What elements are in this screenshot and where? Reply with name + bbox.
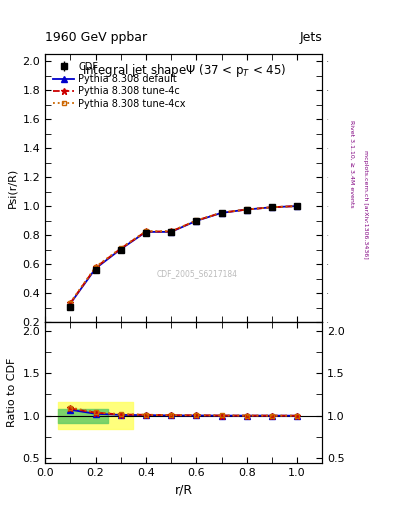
Pythia 8.308 tune-4c (219, 210, 224, 216)
Pythia 8.308 default (143, 229, 148, 235)
Pythia 8.308 default (270, 204, 274, 210)
Pythia 8.308 tune-4c (143, 228, 148, 234)
Pythia 8.308 default (169, 229, 173, 235)
Pythia 8.308 tune-4cx (244, 206, 249, 212)
Pythia 8.308 tune-4cx (93, 264, 98, 270)
Text: mcplots.cern.ch [arXiv:1306.3436]: mcplots.cern.ch [arXiv:1306.3436] (363, 151, 368, 259)
Line: Pythia 8.308 tune-4cx: Pythia 8.308 tune-4cx (68, 204, 299, 305)
Pythia 8.308 tune-4cx (194, 218, 199, 224)
Pythia 8.308 default (219, 210, 224, 216)
Line: Pythia 8.308 tune-4c: Pythia 8.308 tune-4c (67, 203, 301, 307)
Pythia 8.308 tune-4c (244, 206, 249, 212)
Pythia 8.308 default (93, 265, 98, 271)
Pythia 8.308 tune-4cx (219, 209, 224, 216)
Pythia 8.308 tune-4c (68, 300, 73, 306)
Pythia 8.308 default (295, 203, 299, 209)
Pythia 8.308 default (194, 218, 199, 224)
Pythia 8.308 tune-4cx (143, 228, 148, 234)
Y-axis label: Ratio to CDF: Ratio to CDF (7, 358, 17, 428)
Pythia 8.308 tune-4c (93, 264, 98, 270)
Text: CDF_2005_S6217184: CDF_2005_S6217184 (157, 269, 238, 279)
Pythia 8.308 default (244, 206, 249, 212)
Pythia 8.308 tune-4c (295, 203, 299, 209)
Pythia 8.308 tune-4cx (169, 228, 173, 234)
Pythia 8.308 tune-4cx (68, 300, 73, 306)
Pythia 8.308 tune-4c (194, 218, 199, 224)
Text: Rivet 3.1.10, ≥ 3.4M events: Rivet 3.1.10, ≥ 3.4M events (349, 120, 354, 208)
Y-axis label: Psi(r/R): Psi(r/R) (7, 168, 17, 208)
Text: Integral jet shapeΨ (37 < p$_T$ < 45): Integral jet shapeΨ (37 < p$_T$ < 45) (82, 62, 286, 79)
Pythia 8.308 tune-4cx (295, 203, 299, 209)
Pythia 8.308 tune-4c (270, 204, 274, 210)
Pythia 8.308 tune-4c (118, 245, 123, 251)
Pythia 8.308 tune-4c (169, 228, 173, 234)
Pythia 8.308 default (68, 301, 73, 307)
Pythia 8.308 tune-4cx (270, 204, 274, 210)
Legend: CDF, Pythia 8.308 default, Pythia 8.308 tune-4c, Pythia 8.308 tune-4cx: CDF, Pythia 8.308 default, Pythia 8.308 … (50, 58, 189, 112)
Text: 1960 GeV ppbar: 1960 GeV ppbar (45, 31, 147, 44)
Line: Pythia 8.308 default: Pythia 8.308 default (68, 203, 300, 306)
X-axis label: r/R: r/R (174, 484, 193, 497)
Pythia 8.308 tune-4cx (118, 245, 123, 251)
Text: Jets: Jets (299, 31, 322, 44)
Pythia 8.308 default (118, 246, 123, 252)
